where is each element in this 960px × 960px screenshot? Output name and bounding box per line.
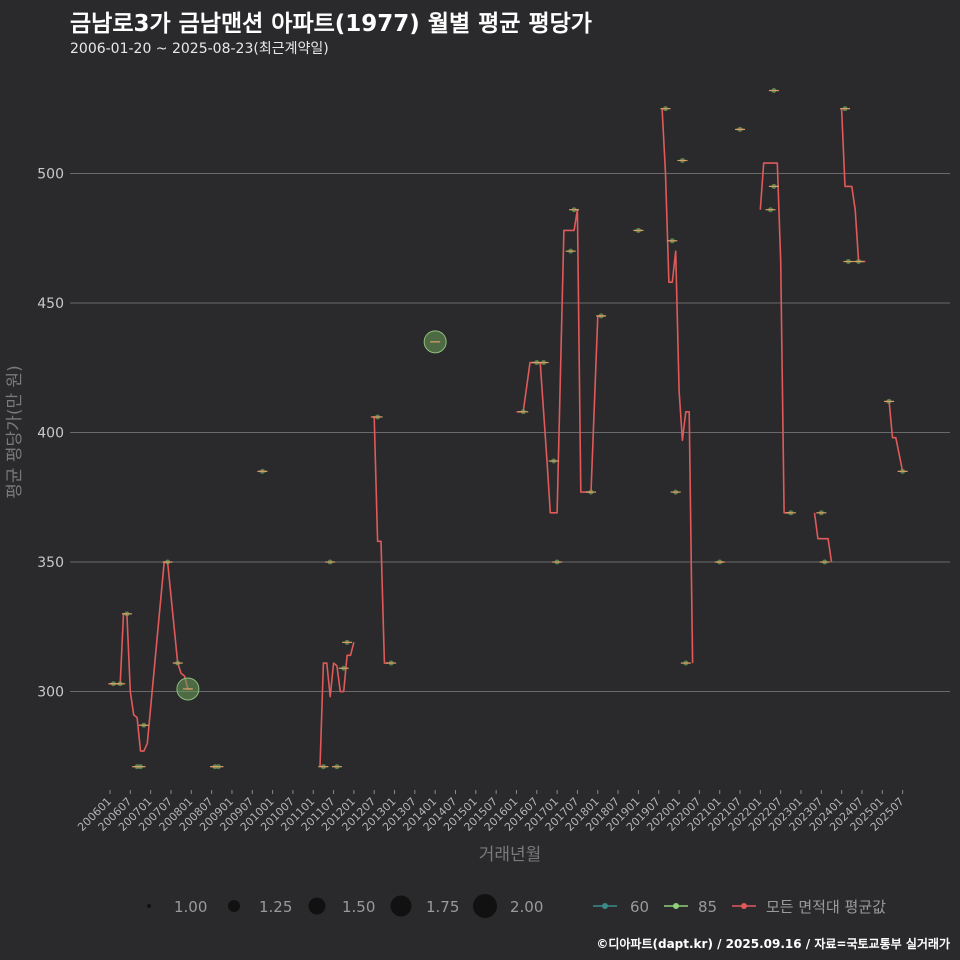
y-tick-label-350: 350: [37, 555, 64, 571]
average-line-layer: [110, 108, 904, 768]
avg-line-segment-6: [516, 208, 605, 514]
avg-line-segment-4: [319, 642, 355, 767]
avg-line-segment-14: [885, 400, 904, 472]
y-axis-title: 평균 평당가(만 원): [5, 365, 25, 499]
x-axis-ticks: 2006012006072007012007072008012008072009…: [75, 790, 907, 834]
legend-key-85-dot: [673, 903, 679, 909]
source-caption: ©디아파트(dapt.kr) / 2025.09.16 / 자료=국토교통부 실…: [596, 937, 950, 951]
chart-subtitle: 2006-01-20 ~ 2025-08-23(최근계약일): [70, 41, 329, 57]
legend-size-dot-5: [473, 894, 497, 918]
avg-line-segment-11: [759, 162, 791, 514]
avg-line-segment-12: [813, 512, 833, 563]
legend-key-avg-dot: [741, 903, 747, 909]
legend-size-dot-1: [147, 904, 151, 908]
y-axis-ticks: 300 350 400 450 500: [37, 166, 64, 700]
y-tick-label-300: 300: [37, 685, 64, 701]
legend-size-label-4: 1.75: [426, 898, 459, 916]
legend-key-60-dot: [602, 903, 608, 909]
legend: 1.00 1.25 1.50 1.75 2.00 60 85 모든 면적대 평균…: [147, 894, 886, 918]
legend-size-dot-4: [390, 895, 412, 917]
legend-label-average: 모든 면적대 평균값: [766, 898, 886, 916]
avg-line-segment-8: [661, 108, 694, 664]
legend-size-label-3: 1.50: [342, 898, 375, 916]
chart-title: 금남로3가 금남맨션 아파트(1977) 월별 평균 평당가: [70, 11, 592, 37]
x-axis-title: 거래년월: [479, 845, 542, 865]
y-tick-label-400: 400: [37, 426, 64, 442]
y-tick-label-500: 500: [37, 166, 64, 182]
avg-line-segment-5: [370, 416, 388, 664]
grid-layer: [70, 172, 950, 693]
avg-line-segment-1: [110, 561, 192, 752]
legend-label-85: 85: [698, 898, 717, 916]
legend-size-label-1: 1.00: [174, 898, 207, 916]
legend-label-60: 60: [630, 898, 649, 916]
y-tick-label-450: 450: [37, 296, 64, 312]
point-layer: [108, 88, 908, 770]
legend-size-dot-3: [308, 897, 326, 915]
avg-line-segment-13: [840, 108, 866, 263]
legend-size-dot-2: [228, 900, 240, 912]
legend-size-label-5: 2.00: [510, 898, 543, 916]
legend-size-label-2: 1.25: [259, 898, 292, 916]
